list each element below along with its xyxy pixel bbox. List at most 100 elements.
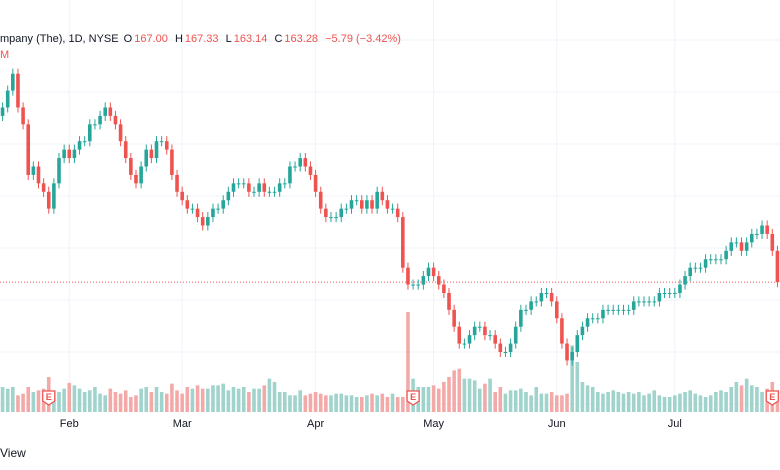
earnings-marker-label: E — [769, 392, 775, 402]
candle-body — [375, 191, 379, 209]
volume-bar — [57, 392, 61, 412]
footer-text: View — [0, 446, 26, 460]
volume-bar — [431, 385, 436, 412]
candle-body — [508, 343, 513, 352]
volume-bar — [0, 387, 5, 412]
x-tick-label: Feb — [60, 418, 79, 430]
candle-body — [41, 183, 46, 192]
volume-bar — [206, 388, 210, 412]
candle-body — [616, 309, 621, 311]
earnings-marker — [765, 390, 779, 406]
volume-bar — [647, 393, 651, 412]
volume-bar — [590, 387, 595, 412]
low-value: 163.14 — [233, 33, 268, 45]
volume-bar — [483, 383, 487, 412]
candle-body — [144, 149, 149, 167]
volume-bar — [652, 390, 657, 412]
candle-body — [72, 149, 77, 159]
open-label: O — [123, 33, 133, 45]
earnings-marker — [406, 390, 420, 406]
volume-bar — [159, 392, 164, 412]
candle-body — [467, 335, 472, 344]
candle-body — [503, 352, 508, 353]
volume-bar — [82, 392, 87, 412]
candle-body — [339, 208, 344, 218]
candle-body — [5, 90, 10, 108]
volume-bar — [62, 388, 66, 412]
candle-body — [642, 301, 646, 303]
candle-body — [575, 335, 580, 352]
volume-bar — [524, 392, 528, 412]
candle-body — [206, 217, 210, 226]
x-tick-label: Mar — [173, 418, 192, 430]
volume-bar — [231, 387, 236, 412]
volume-bar — [185, 387, 190, 412]
volume-bar — [241, 387, 246, 412]
volume-bar — [421, 387, 426, 412]
volume-bar — [236, 388, 241, 412]
volume-bar — [729, 387, 734, 412]
candle-body — [313, 174, 318, 192]
volume-bar — [354, 397, 359, 412]
candle-body — [247, 183, 251, 192]
candle-body — [175, 174, 179, 192]
x-tick-label: Jun — [548, 418, 566, 430]
volume-bar — [426, 387, 431, 412]
volume-bar — [457, 368, 462, 412]
candle-body — [170, 149, 174, 175]
candle-body — [154, 141, 159, 159]
earnings-marker-label: E — [46, 392, 52, 402]
candle-body — [585, 318, 590, 327]
volume-bar — [596, 392, 600, 412]
candle-body — [257, 183, 261, 192]
candle-body — [67, 149, 72, 159]
candle-body — [216, 208, 220, 210]
volume-bar — [657, 395, 662, 412]
candle-body — [554, 301, 559, 319]
candle-body — [324, 208, 328, 218]
volume-bar — [359, 397, 364, 412]
volume-bar — [283, 392, 287, 412]
candle-body — [57, 158, 61, 184]
volume-bar — [755, 387, 759, 412]
candle-body — [359, 200, 364, 209]
candle-body — [549, 292, 554, 302]
candle-body — [149, 149, 154, 159]
volume-bar — [673, 395, 677, 412]
volume-bar — [180, 393, 184, 412]
volume-bar — [293, 395, 297, 412]
volume-bar — [513, 390, 518, 412]
candle-body — [241, 183, 246, 185]
candle-body — [714, 259, 718, 261]
volume-bar — [288, 395, 292, 412]
volume-bar — [139, 388, 143, 412]
candle-body — [442, 284, 446, 293]
volume-bar — [436, 388, 441, 412]
candle-body — [739, 242, 744, 251]
candle-body — [195, 208, 200, 218]
volume-bar — [257, 388, 261, 412]
volume-bar — [498, 387, 503, 412]
legend-sub: M — [0, 49, 10, 61]
volume-bar — [5, 388, 10, 412]
volume-bar — [554, 395, 559, 412]
candle-body — [590, 318, 595, 320]
volume-bar — [67, 382, 72, 412]
volume-bar — [703, 397, 708, 412]
volume-bar — [149, 392, 154, 412]
candle-body — [775, 250, 780, 283]
volume-bar — [714, 392, 718, 412]
candle-body — [293, 166, 297, 168]
volume-bar — [580, 382, 585, 412]
volume-bar — [118, 393, 123, 412]
volume-bar — [72, 385, 77, 412]
candle-body — [11, 73, 15, 91]
volume-bar — [447, 377, 451, 412]
candle-body — [129, 158, 133, 175]
candle-body — [98, 115, 102, 125]
candle-body — [406, 267, 410, 285]
volume-bar — [575, 362, 580, 412]
volume-bar — [31, 392, 36, 412]
volume-bar — [637, 392, 641, 412]
